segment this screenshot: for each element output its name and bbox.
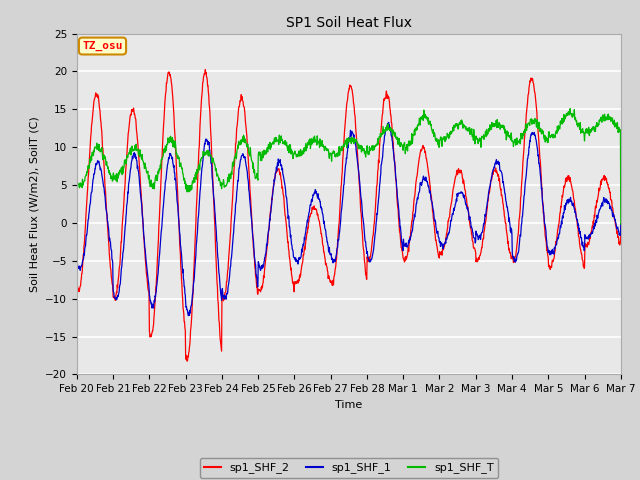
sp1_SHF_T <box>73 179 81 185</box>
sp1_SHF_T <box>433 137 441 143</box>
Line: sp1_SHF_T: sp1_SHF_T <box>77 108 621 224</box>
sp1_SHF_2 <box>255 287 263 293</box>
sp1_SHF_2 <box>202 67 209 72</box>
Line: sp1_SHF_1: sp1_SHF_1 <box>77 122 621 315</box>
X-axis label: Time: Time <box>335 400 362 409</box>
sp1_SHF_1 <box>195 216 202 221</box>
sp1_SHF_T <box>194 169 202 175</box>
sp1_SHF_1 <box>184 312 192 318</box>
sp1_SHF_1 <box>617 221 625 227</box>
sp1_SHF_2 <box>553 235 561 240</box>
sp1_SHF_1 <box>73 258 81 264</box>
sp1_SHF_1 <box>180 284 188 290</box>
Title: SP1 Soil Heat Flux: SP1 Soil Heat Flux <box>286 16 412 30</box>
sp1_SHF_1 <box>505 218 513 224</box>
sp1_SHF_T <box>566 106 574 111</box>
Y-axis label: Soil Heat Flux (W/m2), SoilT (C): Soil Heat Flux (W/m2), SoilT (C) <box>29 116 40 292</box>
sp1_SHF_T <box>180 176 188 181</box>
sp1_SHF_T <box>255 149 262 155</box>
Line: sp1_SHF_2: sp1_SHF_2 <box>77 70 621 361</box>
sp1_SHF_1 <box>255 261 263 267</box>
sp1_SHF_2 <box>617 221 625 227</box>
sp1_SHF_2 <box>434 250 442 255</box>
sp1_SHF_2 <box>73 284 81 290</box>
sp1_SHF_2 <box>183 358 191 364</box>
sp1_SHF_1 <box>385 120 392 125</box>
sp1_SHF_T <box>552 128 560 134</box>
sp1_SHF_2 <box>180 319 188 324</box>
sp1_SHF_2 <box>195 165 202 170</box>
Text: TZ_osu: TZ_osu <box>82 41 123 51</box>
sp1_SHF_1 <box>434 228 442 234</box>
Legend: sp1_SHF_2, sp1_SHF_1, sp1_SHF_T: sp1_SHF_2, sp1_SHF_1, sp1_SHF_T <box>200 458 498 478</box>
sp1_SHF_2 <box>505 247 513 253</box>
sp1_SHF_T <box>617 221 625 227</box>
sp1_SHF_T <box>504 129 512 135</box>
sp1_SHF_1 <box>553 238 561 244</box>
